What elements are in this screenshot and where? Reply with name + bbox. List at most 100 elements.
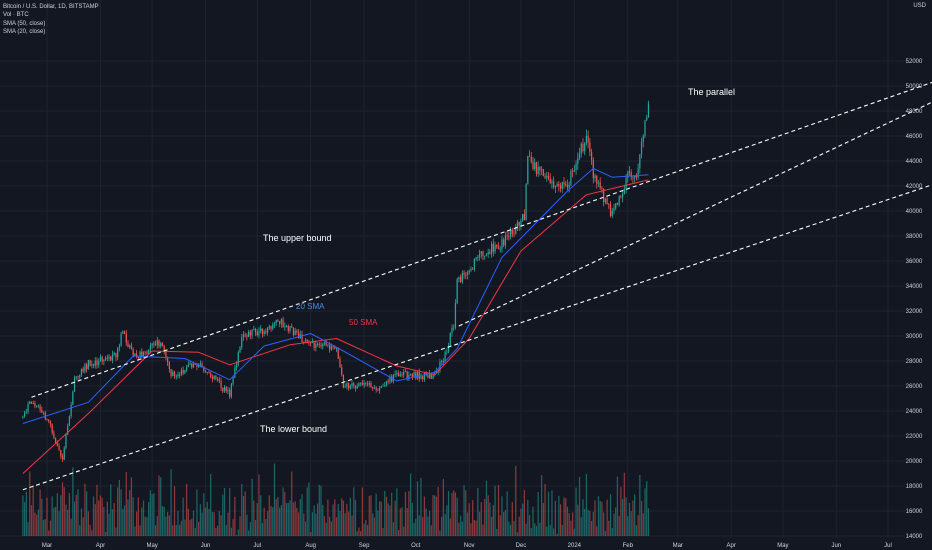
candle-body — [311, 342, 314, 344]
candle-body — [198, 365, 200, 367]
volume-bar — [580, 517, 582, 536]
candle-body — [77, 376, 79, 378]
candle-body — [361, 382, 363, 386]
x-tick-label: Jun — [831, 543, 841, 549]
candle-body — [316, 343, 319, 345]
volume-bar — [110, 484, 112, 536]
candle-body — [132, 349, 134, 356]
volume-bar — [454, 492, 457, 536]
volume-bar — [230, 527, 233, 536]
candle-body — [542, 169, 544, 176]
volume-bar — [642, 513, 644, 536]
candle-body — [230, 383, 233, 397]
candle-body — [613, 208, 615, 211]
y-tick-label: 28000 — [906, 359, 923, 365]
volume-bar — [515, 465, 517, 536]
volume-bar — [539, 522, 541, 536]
volume-bar — [606, 499, 608, 536]
candle-body — [378, 387, 381, 391]
volume-bar — [551, 490, 553, 536]
candle-body — [23, 412, 26, 417]
candle-body — [104, 357, 107, 360]
candle-body — [558, 184, 560, 186]
candle-body — [527, 156, 529, 184]
volume-bar — [449, 518, 451, 536]
candle-body — [280, 319, 282, 324]
volume-bar — [158, 475, 160, 536]
candle-body — [504, 235, 507, 246]
volume-bar — [428, 510, 431, 536]
volume-bar — [44, 518, 46, 536]
candle-body — [98, 361, 100, 365]
volume-bar — [634, 494, 636, 536]
candle-body — [177, 374, 179, 377]
volume-bar — [501, 496, 503, 536]
volume-bar — [125, 471, 127, 536]
candle-body — [294, 330, 296, 335]
volume-bar — [184, 519, 186, 536]
volume-bar — [615, 507, 617, 536]
candle-body — [86, 364, 88, 370]
volume-bar — [29, 471, 31, 536]
volume-bar — [25, 491, 27, 536]
candle-body — [235, 364, 238, 368]
volume-bar — [599, 500, 601, 536]
candle-body — [129, 345, 131, 348]
candle-body — [173, 371, 176, 377]
volume-bar — [565, 498, 567, 536]
volume-bar — [168, 515, 170, 536]
candle-body — [58, 445, 60, 450]
volume-bar — [275, 499, 277, 536]
volume-bar — [354, 499, 357, 536]
volume-bar — [101, 497, 103, 536]
volume-bar — [180, 520, 183, 536]
candle-body — [142, 351, 145, 357]
volume-bar — [532, 506, 534, 536]
candle-body — [222, 387, 224, 392]
volume-bar — [163, 506, 165, 536]
volume-bar — [111, 509, 114, 536]
candle-body — [451, 327, 453, 333]
volume-bar — [339, 510, 341, 536]
volume-bar — [167, 511, 169, 536]
volume-bar — [196, 489, 198, 536]
volume-bar — [241, 484, 243, 536]
candle-body — [330, 346, 332, 350]
candle-body — [73, 376, 76, 392]
volume-bar — [253, 500, 255, 536]
volume-bar — [342, 500, 345, 536]
candle-body — [366, 383, 369, 385]
volume-bar — [173, 486, 176, 536]
volume-bar — [494, 485, 496, 536]
volume-bar — [546, 526, 548, 536]
candle-body — [208, 372, 210, 374]
candle-body — [194, 363, 196, 365]
candle-body — [84, 364, 86, 372]
volume-bar — [208, 509, 210, 536]
candle-body — [551, 181, 553, 183]
volume-bar — [218, 511, 220, 536]
volume-bar — [353, 487, 355, 536]
y-tick-label: 50000 — [906, 84, 923, 90]
candle-body — [270, 326, 272, 329]
candle-body — [70, 404, 72, 417]
volume-bar — [251, 478, 253, 536]
candle-body — [117, 347, 119, 358]
volume-bar — [310, 532, 312, 536]
volume-bar — [573, 528, 575, 536]
volume-bar — [80, 508, 83, 536]
candle-body — [497, 247, 500, 249]
volume-bar — [334, 499, 336, 536]
volume-bar — [382, 528, 384, 536]
candle-body — [268, 326, 270, 328]
candle-body — [165, 350, 167, 358]
volume-bar — [175, 524, 177, 536]
volume-bar — [446, 505, 448, 536]
volume-bar — [260, 495, 262, 536]
candle-body — [103, 359, 105, 362]
candle-body — [123, 331, 126, 334]
volume-bar — [229, 488, 231, 536]
volume-bar — [568, 513, 570, 536]
